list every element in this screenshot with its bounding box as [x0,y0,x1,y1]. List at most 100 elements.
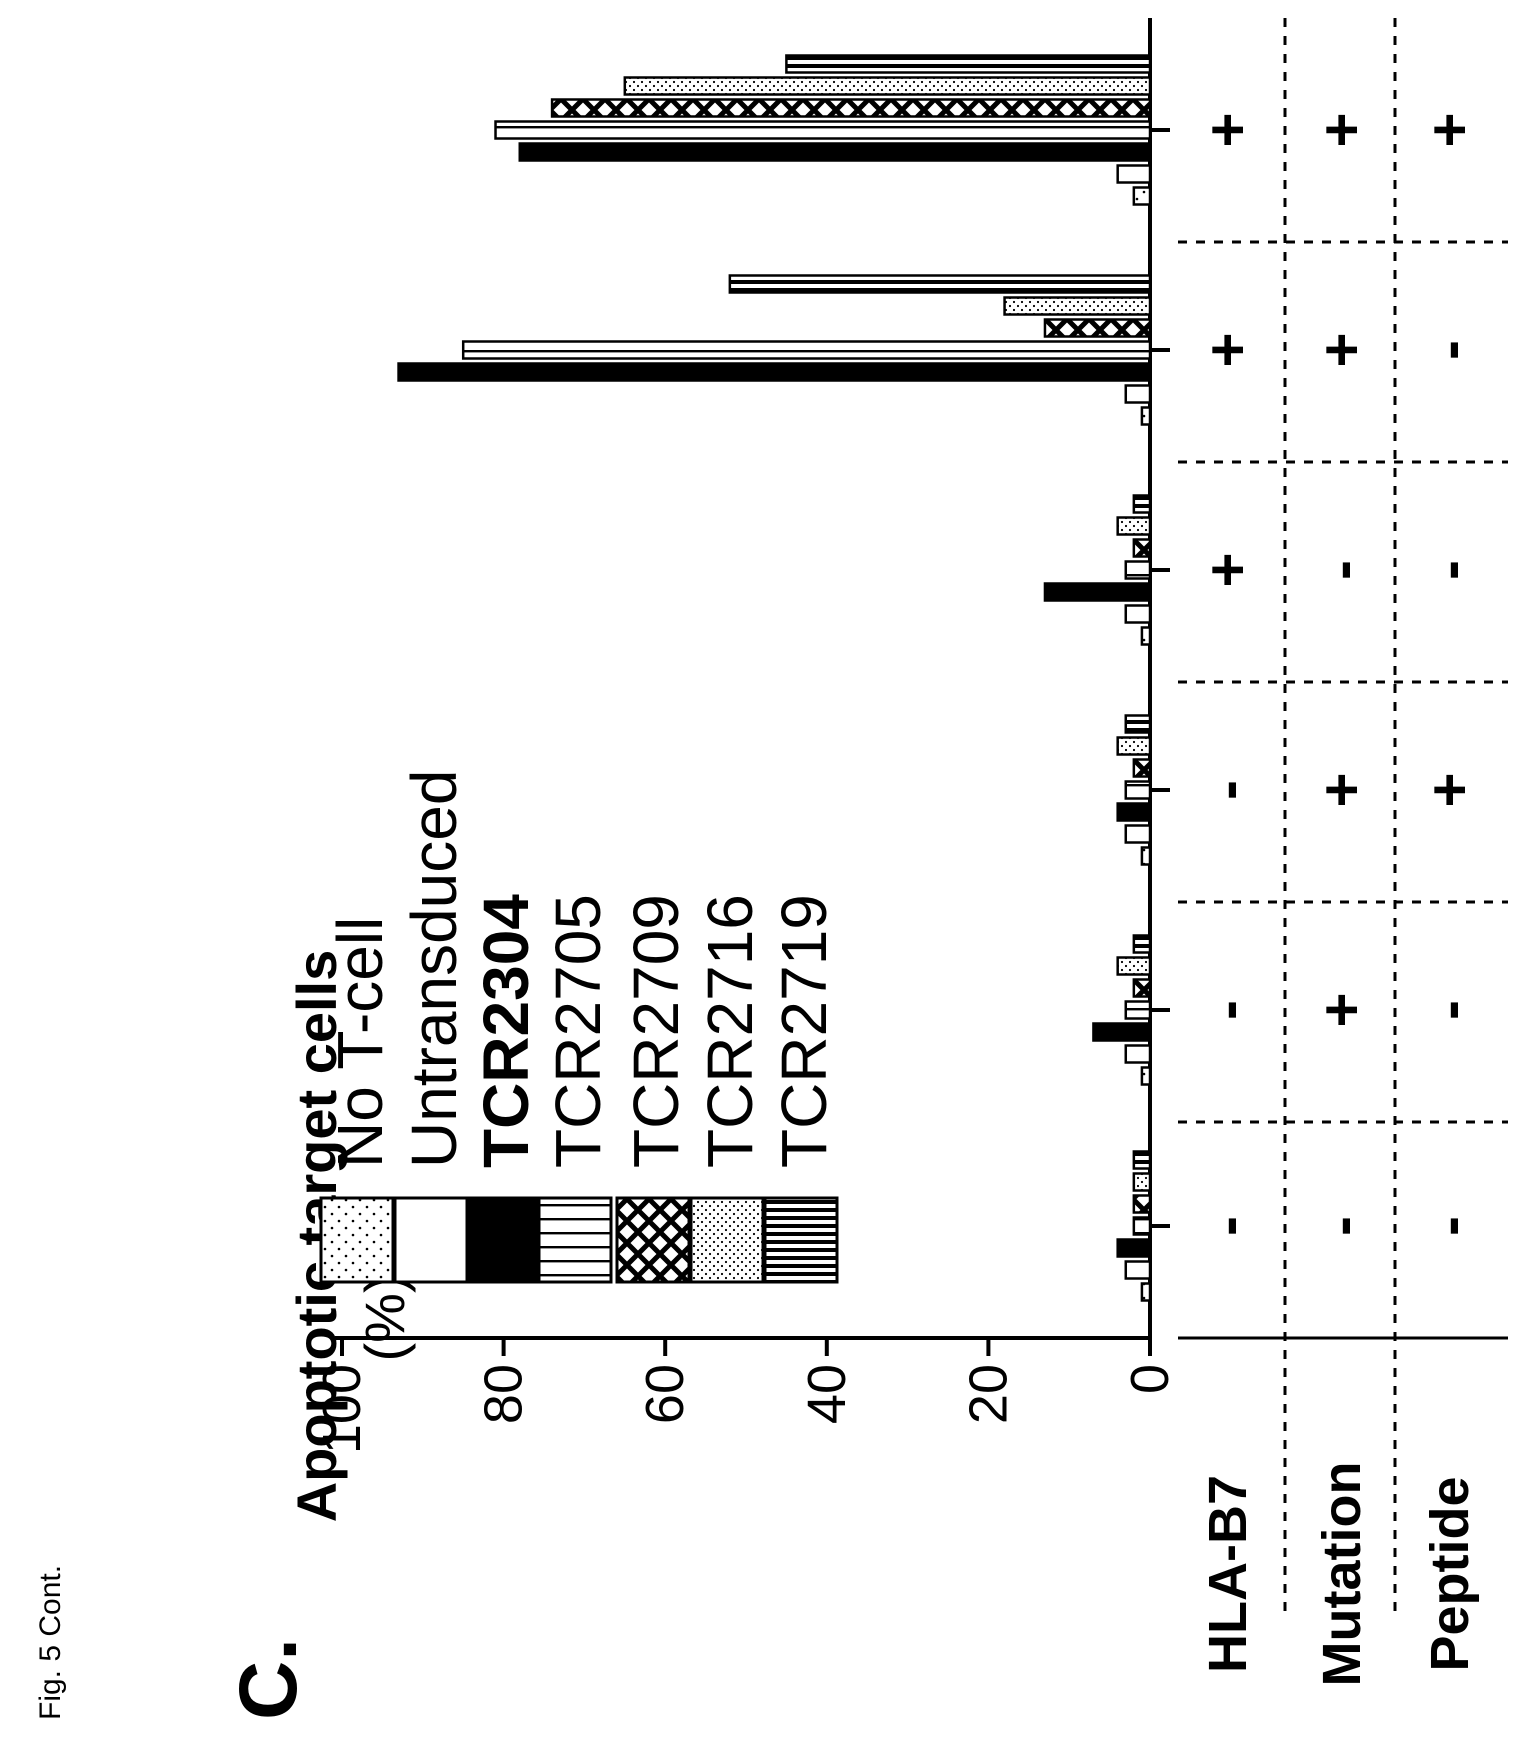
legend-label-group: TCR2716 [694,894,766,1168]
bar-tcr2709-group-1 [1132,1194,1152,1214]
condition-mark: - [1416,1000,1483,1020]
condition-mark: + [1416,772,1483,807]
bar-tcr2705-group-6 [494,120,1152,140]
bar-tcr2304-group-5 [397,362,1152,382]
bar-tcr2716-group-6 [623,76,1152,96]
legend-swatch-tcr2719 [763,1196,839,1284]
condition-row-label-group: HLA-B7 [1198,1475,1258,1673]
value-tick-label-group: 40 [797,1364,857,1424]
condition-mark-group: - [1308,560,1375,580]
figure-caption: Fig. 5 Cont. [34,1565,67,1720]
condition-mark-group: + [1416,772,1483,807]
bar-no-t-cell-group-2 [1140,1066,1152,1086]
bar-no-t-cell-group-4 [1140,626,1152,646]
bar-untransduced-group-1 [1124,1260,1152,1280]
legend-swatch-tcr2705 [537,1196,613,1284]
condition-mark: - [1416,1216,1483,1236]
bar-tcr2719-group-2 [1132,934,1152,954]
legend-label-group: Untransduced [398,770,470,1168]
condition-table: HLA-B7 - - - + + + Mutation - + + - + + Peptide - - + - - + [1178,18,1508,1686]
condition-mark: + [1308,112,1375,147]
condition-mark-group: - [1194,1000,1261,1020]
bar-tcr2705-group-5 [461,340,1152,360]
bar-tcr2719-group-4 [1132,494,1152,514]
condition-mark-group: + [1308,772,1375,807]
condition-mark-group: + [1194,552,1261,587]
value-tick-label: 60 [635,1364,695,1424]
condition-mark: + [1308,772,1375,807]
bars [397,54,1152,1302]
bar-untransduced-group-4 [1124,604,1152,624]
bar-tcr2304-group-6 [518,142,1152,162]
bar-no-t-cell-group-1 [1140,1282,1152,1302]
value-tick-label: 40 [797,1364,857,1424]
condition-mark-group: - [1194,1216,1261,1236]
bar-untransduced-group-2 [1124,1044,1152,1064]
condition-mark: - [1194,1216,1261,1236]
condition-mark-group: - [1416,1216,1483,1236]
legend-label: TCR2719 [768,894,840,1168]
bar-tcr2304-group-4 [1043,582,1152,602]
bar-tcr2709-group-6 [550,98,1152,118]
condition-mark: - [1416,560,1483,580]
value-tick-label: 100 [312,1364,372,1454]
legend-label-group: No T-cell [324,917,396,1168]
bar-tcr2716-group-1 [1132,1172,1152,1192]
condition-mark: + [1308,332,1375,367]
condition-mark-group: + [1416,112,1483,147]
legend-label-group: TCR2304 [470,894,542,1168]
legend: No T-cell Untransduced TCR2304 TCR2705 TCR27… [319,770,840,1284]
panel-label: C. [223,1638,314,1720]
condition-mark: + [1194,552,1261,587]
bar-untransduced-group-5 [1124,384,1152,404]
bar-tcr2304-group-1 [1116,1238,1152,1258]
condition-mark: - [1194,780,1261,800]
bar-tcr2705-group-4 [1124,560,1152,580]
value-tick-label-group: 100 [312,1364,372,1454]
value-tick-label: 20 [958,1364,1018,1424]
bar-no-t-cell-group-6 [1132,186,1152,206]
bar-tcr2719-group-1 [1132,1150,1152,1170]
legend-swatch-untransduced [393,1196,469,1284]
condition-mark-group: + [1308,992,1375,1027]
bar-tcr2716-group-3 [1116,736,1152,756]
condition-mark-group: - [1416,560,1483,580]
condition-mark: - [1194,1000,1261,1020]
condition-mark: + [1416,112,1483,147]
condition-mark-group: - [1416,1000,1483,1020]
legend-label: TCR2716 [694,894,766,1168]
bar-no-t-cell-group-3 [1140,846,1152,866]
bar-tcr2719-group-5 [728,274,1152,294]
condition-mark: - [1416,340,1483,360]
condition-row-label: Mutation [1312,1462,1372,1687]
bar-tcr2705-group-3 [1124,780,1152,800]
legend-swatch-tcr2304 [465,1196,541,1284]
bar-untransduced-group-3 [1124,824,1152,844]
condition-mark-group: - [1308,1216,1375,1236]
bar-tcr2719-group-3 [1124,714,1152,734]
condition-mark: - [1308,1216,1375,1236]
bar-tcr2705-group-1 [1132,1216,1152,1236]
bar-tcr2716-group-5 [1003,296,1152,316]
condition-mark: + [1308,992,1375,1027]
condition-row-label: HLA-B7 [1198,1475,1258,1673]
condition-mark: - [1308,560,1375,580]
panel-label-group: C. [223,1638,314,1720]
condition-mark-group: + [1194,332,1261,367]
condition-mark-group: - [1416,340,1483,360]
legend-label: TCR2709 [620,894,692,1168]
bar-tcr2709-group-4 [1132,538,1152,558]
bar-no-t-cell-group-5 [1140,406,1152,426]
value-tick-label: 0 [1120,1364,1180,1394]
condition-mark-group: + [1194,112,1261,147]
bar-tcr2719-group-6 [785,54,1152,74]
bar-tcr2716-group-4 [1116,516,1152,536]
bar-tcr2709-group-3 [1132,758,1152,778]
bar-tcr2705-group-2 [1124,1000,1152,1020]
condition-mark: + [1194,332,1261,367]
bar-tcr2709-group-5 [1043,318,1152,338]
value-tick-label-group: 20 [958,1364,1018,1424]
condition-row-label-group: Peptide [1420,1476,1480,1671]
value-ticks: 0 20 40 60 80 100 [312,1338,1180,1454]
